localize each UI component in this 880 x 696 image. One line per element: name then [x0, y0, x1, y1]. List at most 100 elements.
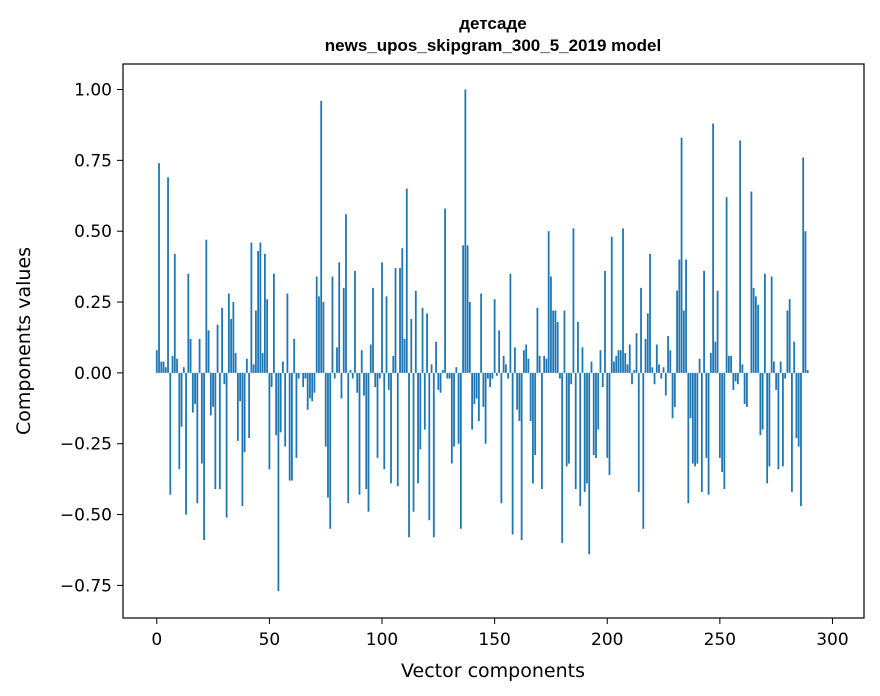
- bar: [414, 290, 417, 373]
- bar: [597, 372, 600, 430]
- bar: [761, 372, 764, 430]
- bar: [277, 372, 280, 592]
- bar: [464, 89, 467, 373]
- bar: [682, 310, 685, 373]
- bar: [793, 341, 796, 373]
- bars-group: [155, 89, 809, 592]
- bar: [200, 372, 203, 464]
- bar: [304, 372, 307, 379]
- y-axis-ticks: 1.00 0.75 0.50 0.25 0.00 −0.25 −0.50 −0.75: [60, 81, 123, 596]
- bar: [383, 372, 386, 470]
- bar: [252, 364, 255, 373]
- y-tick-label: 0.00: [74, 364, 112, 384]
- bar: [511, 372, 514, 535]
- bar: [649, 253, 651, 373]
- bar: [367, 372, 370, 512]
- bar: [378, 372, 381, 379]
- x-tick-label: 50: [259, 630, 281, 650]
- bar: [502, 355, 505, 373]
- bar: [491, 372, 494, 379]
- bar: [525, 344, 528, 373]
- bar: [642, 372, 645, 529]
- bar: [338, 262, 341, 373]
- bar: [601, 372, 604, 388]
- bar: [547, 231, 550, 373]
- bar: [734, 372, 737, 382]
- x-axis-label: Vector components: [401, 660, 585, 682]
- bar: [718, 372, 721, 458]
- bar: [581, 347, 584, 373]
- bar: [475, 372, 478, 399]
- bar: [180, 372, 183, 427]
- bar: [613, 361, 615, 373]
- bar: [250, 242, 253, 373]
- bar: [329, 372, 332, 529]
- bar: [336, 347, 338, 373]
- bar: [536, 307, 539, 373]
- bar: [347, 372, 350, 504]
- bar: [532, 372, 534, 484]
- bar: [622, 228, 624, 373]
- bar: [680, 137, 683, 373]
- bar: [577, 321, 579, 373]
- bar: [408, 372, 410, 538]
- bar: [194, 372, 196, 405]
- bar: [592, 372, 595, 456]
- bar: [466, 245, 469, 373]
- bar: [696, 372, 699, 464]
- bar: [714, 341, 717, 373]
- bar: [739, 140, 742, 373]
- bar: [791, 372, 793, 492]
- bar: [345, 214, 347, 373]
- bar: [207, 330, 210, 373]
- bar: [721, 372, 724, 473]
- bar: [376, 372, 379, 458]
- bar: [169, 372, 172, 495]
- bar: [773, 361, 775, 373]
- bar: [716, 290, 719, 373]
- bar: [223, 372, 226, 385]
- bar: [486, 372, 489, 379]
- bar: [171, 355, 174, 373]
- bar: [782, 372, 784, 467]
- bar: [673, 372, 676, 407]
- bar: [320, 100, 323, 373]
- bar: [700, 372, 703, 492]
- bar: [236, 372, 239, 441]
- bar: [709, 353, 712, 373]
- bar: [764, 273, 766, 373]
- bar: [306, 372, 309, 410]
- bar: [477, 372, 480, 422]
- y-tick-label: 0.75: [74, 151, 112, 171]
- bar: [342, 287, 345, 373]
- bar: [786, 310, 789, 373]
- bar: [259, 242, 262, 373]
- bar: [288, 372, 291, 481]
- bar: [324, 372, 327, 447]
- bar: [399, 268, 401, 373]
- bar: [182, 367, 185, 373]
- bar: [243, 372, 246, 453]
- bar: [340, 372, 343, 399]
- x-tick-label: 250: [704, 630, 736, 650]
- bar: [471, 372, 473, 430]
- bar: [232, 302, 235, 373]
- bar: [273, 273, 275, 373]
- bar: [480, 293, 483, 373]
- bar: [468, 302, 471, 373]
- bar: [198, 338, 201, 373]
- bar: [426, 313, 428, 373]
- bar: [745, 372, 748, 407]
- bar: [191, 372, 194, 413]
- bar: [640, 287, 642, 373]
- bar: [667, 336, 669, 373]
- bar: [185, 372, 187, 515]
- bar: [279, 372, 282, 433]
- bar: [687, 372, 690, 504]
- bar: [214, 372, 217, 490]
- bar: [234, 353, 237, 373]
- bar: [604, 270, 606, 373]
- bar: [523, 350, 525, 373]
- bar: [358, 372, 361, 495]
